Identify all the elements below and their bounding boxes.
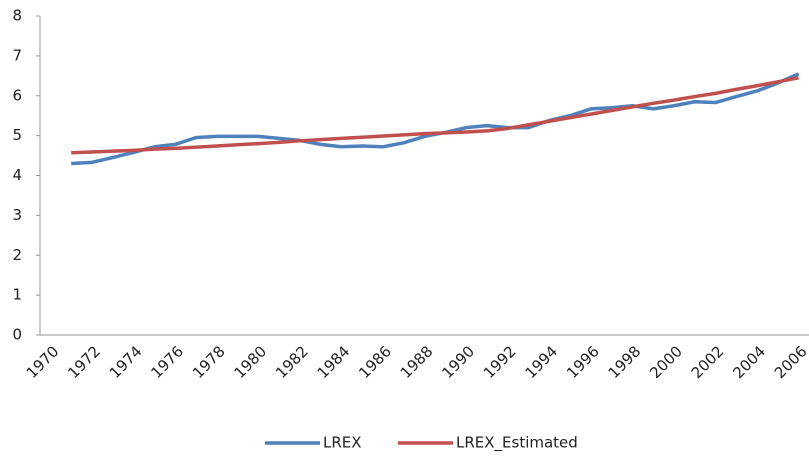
x-tick-label: 1980 (231, 342, 271, 382)
x-tick-label: 2002 (688, 342, 728, 382)
y-tick-label: 7 (12, 46, 22, 64)
y-tick-label: 5 (12, 126, 22, 144)
y-tick-label: 2 (12, 246, 22, 264)
y-tick-label: 0 (12, 326, 22, 344)
x-tick-label: 1974 (106, 342, 146, 382)
x-tick-label: 2000 (646, 342, 686, 382)
x-tick-label: 1994 (521, 342, 561, 382)
x-tick-label: 1982 (272, 342, 312, 382)
x-tick-label: 1986 (355, 342, 395, 382)
y-tick-label: 3 (12, 206, 22, 224)
x-tick-label: 2004 (729, 342, 769, 382)
y-tick-label: 8 (12, 7, 22, 25)
x-tick-label: 1988 (397, 342, 437, 382)
y-tick-label: 6 (12, 86, 22, 104)
x-tick-label: 1996 (563, 342, 603, 382)
x-tick-label: 2006 (771, 342, 809, 382)
x-tick-label: 1984 (314, 342, 354, 382)
x-tick-label: 1990 (438, 342, 478, 382)
x-tick-label: 1978 (189, 342, 229, 382)
y-tick-label: 4 (12, 166, 22, 184)
legend-label: LREX (323, 434, 362, 452)
y-tick-label: 1 (12, 286, 22, 304)
x-tick-label: 1976 (147, 342, 187, 382)
series-line (71, 76, 799, 155)
x-tick-label: 1998 (605, 342, 645, 382)
legend-label: LREX_Estimated (456, 434, 578, 453)
series-line (71, 72, 800, 166)
x-tick-label: 1992 (480, 342, 520, 382)
x-tick-label: 1972 (64, 342, 104, 382)
x-tick-label: 1970 (23, 342, 63, 382)
